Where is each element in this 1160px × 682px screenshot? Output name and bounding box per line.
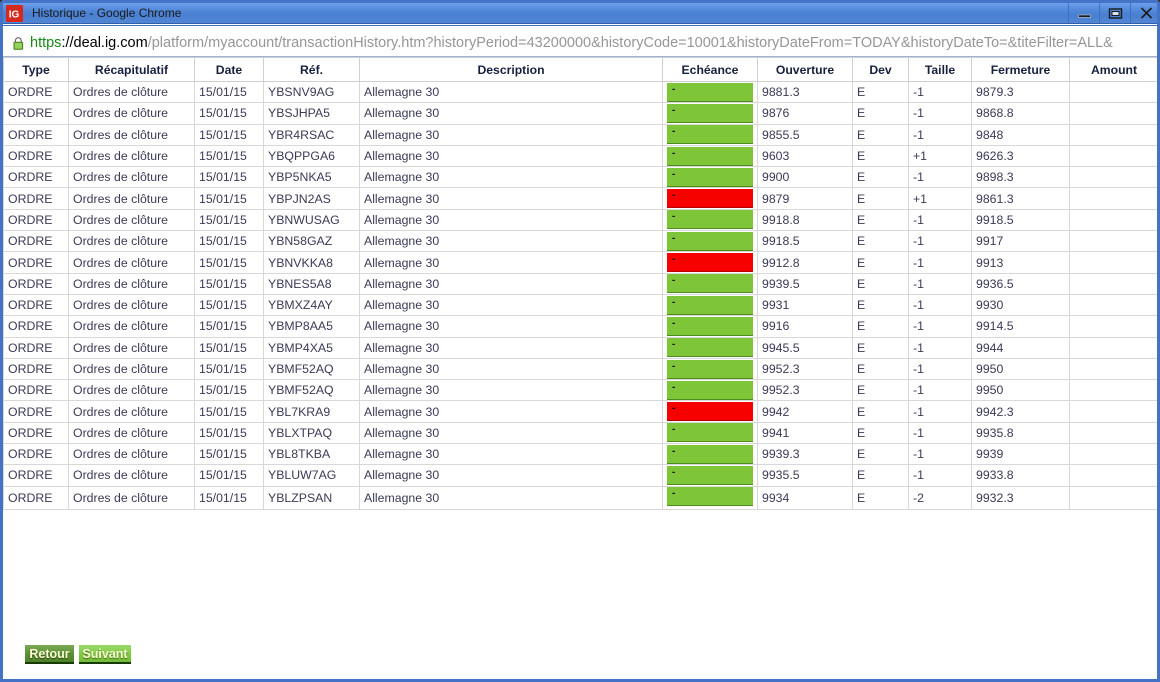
svg-text:IG: IG — [9, 9, 20, 20]
